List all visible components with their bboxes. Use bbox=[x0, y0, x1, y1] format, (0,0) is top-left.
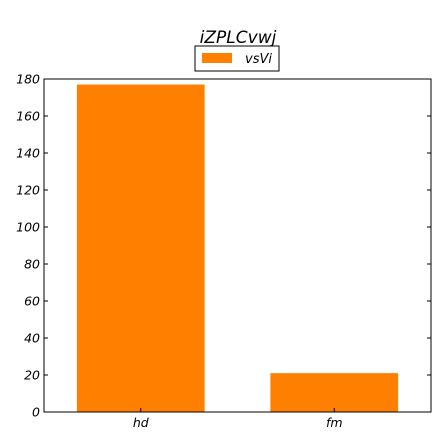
x-tick-label: hd bbox=[133, 415, 149, 430]
bar-fm bbox=[270, 373, 398, 412]
y-tick-label: 140 bbox=[16, 146, 40, 161]
y-tick-label: 120 bbox=[16, 183, 40, 198]
chart-title: iZPLCvwj bbox=[200, 28, 277, 48]
y-tick-label: 100 bbox=[16, 220, 40, 235]
legend-label: vsVi bbox=[245, 52, 272, 67]
y-tick-label: 80 bbox=[24, 257, 40, 272]
plot-area: hd fm 0 20 40 60 80 100 120 140 160 180 bbox=[16, 72, 431, 431]
x-tick-label: fm bbox=[326, 415, 343, 430]
y-tick-label: 60 bbox=[24, 294, 40, 309]
y-tick-label: 160 bbox=[16, 109, 40, 124]
y-tick-label: 0 bbox=[32, 405, 40, 420]
y-tick-label: 180 bbox=[16, 72, 40, 87]
y-tick-label: 40 bbox=[24, 331, 40, 346]
legend: vsVi bbox=[195, 46, 279, 71]
y-tick-label: 20 bbox=[24, 368, 40, 383]
bar-hd bbox=[77, 85, 205, 412]
legend-swatch bbox=[202, 53, 232, 63]
